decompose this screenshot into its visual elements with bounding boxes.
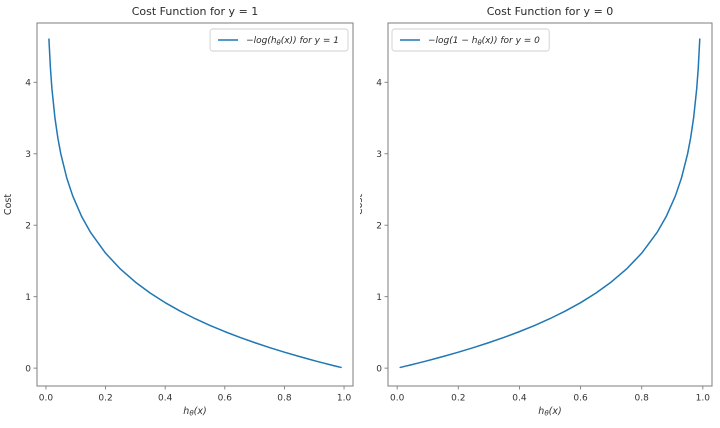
- y-tick-label: 3: [25, 150, 31, 160]
- x-tick-label: 0.4: [158, 394, 173, 404]
- plot-area: [36, 22, 354, 387]
- y-tick-label: 0: [376, 364, 382, 374]
- x-tick-label: 0.8: [635, 394, 650, 404]
- x-axis-ticks: 0.0 0.2 0.4 0.6 0.8 1.0: [390, 386, 710, 404]
- y-axis-label: Cost: [360, 194, 365, 215]
- chart-svg: 0.0 0.2 0.4 0.6 0.8 1.0 0 1 2 3 4 Cost Function for…: [3, 5, 354, 418]
- legend: −log(1 − hθ(x)) for y = 0: [391, 28, 550, 52]
- legend-box: [209, 28, 349, 52]
- x-tick-label: 1.0: [337, 394, 352, 404]
- y-tick-label: 2: [376, 221, 382, 231]
- x-axis-label: hθ(x): [183, 406, 206, 418]
- x-tick-label: 0.4: [512, 394, 527, 404]
- y-axis-ticks: 0 1 2 3 4: [25, 79, 37, 374]
- chart-title: Cost Function for y = 0: [487, 5, 614, 18]
- plot-area: [387, 22, 713, 387]
- y-tick-label: 4: [25, 79, 31, 89]
- x-tick-label: 1.0: [696, 394, 711, 404]
- cost-curve: [48, 38, 342, 369]
- y-axis-ticks: 0 1 2 3 4: [376, 79, 388, 374]
- x-tick-label: 0.6: [573, 394, 588, 404]
- x-tick-label: 0.2: [451, 394, 465, 404]
- cost-curve: [399, 38, 701, 369]
- chart-title: Cost Function for y = 1: [132, 5, 259, 18]
- y-tick-label: 1: [25, 293, 31, 303]
- y-tick-label: 2: [25, 221, 31, 231]
- y-tick-label: 4: [376, 79, 382, 89]
- cost-function-y0-chart: 0.0 0.2 0.4 0.6 0.8 1.0 0 1 2 3 4 Cost Function for…: [354, 0, 720, 428]
- y-tick-label: 1: [376, 293, 382, 303]
- x-axis-label: hθ(x): [538, 406, 561, 418]
- x-tick-label: 0.0: [39, 394, 54, 404]
- x-tick-label: 0.8: [277, 394, 292, 404]
- legend: −log(hθ(x)) for y = 1: [209, 28, 349, 52]
- y-axis-label: Cost: [3, 194, 14, 215]
- y-tick-label: 3: [376, 150, 382, 160]
- cost-function-y1-chart: 0.0 0.2 0.4 0.6 0.8 1.0 0 1 2 3 4 Cost Function for…: [3, 5, 354, 418]
- y-tick-label: 0: [25, 364, 31, 374]
- x-tick-label: 0.0: [390, 394, 405, 404]
- x-tick-label: 0.6: [218, 394, 233, 404]
- legend-label: −log(1 − hθ(x)) for y = 0: [428, 36, 540, 47]
- x-tick-label: 0.2: [98, 394, 112, 404]
- legend-box: [391, 28, 550, 52]
- chart-svg: 0.0 0.2 0.4 0.6 0.8 1.0 0 1 2 3 4 Cost Function for…: [354, 5, 713, 418]
- x-axis-ticks: 0.0 0.2 0.4 0.6 0.8 1.0: [39, 386, 352, 404]
- legend-label: −log(hθ(x)) for y = 1: [246, 36, 339, 47]
